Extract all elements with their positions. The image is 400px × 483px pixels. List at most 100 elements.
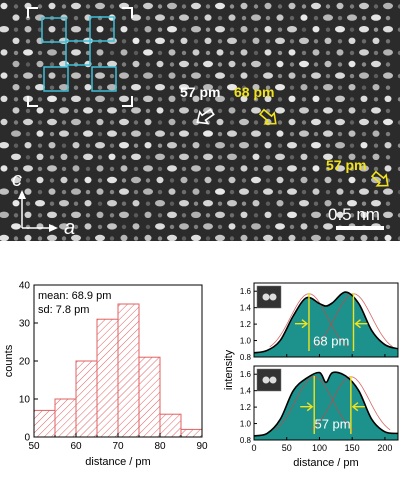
- atom-column: [179, 200, 189, 207]
- atom-column: [47, 234, 57, 242]
- atom-column: [384, 95, 392, 103]
- atom-column: [239, 118, 249, 126]
- atom-column: [275, 37, 285, 44]
- atom-column-dim: [13, 4, 19, 9]
- atom-column-dim: [241, 155, 247, 160]
- atom-column: [191, 211, 201, 218]
- atom-column-dim: [193, 39, 199, 44]
- atom-column: [72, 142, 80, 149]
- atom-column: [131, 130, 141, 137]
- atom-column-dim: [133, 27, 139, 32]
- atom-column: [24, 234, 32, 242]
- atom-column-dim: [193, 178, 199, 183]
- atom-column-dim: [277, 213, 283, 218]
- atom-column-dim: [121, 224, 127, 230]
- atom-column-dim: [229, 27, 235, 32]
- atom-column: [119, 72, 129, 79]
- atom-column: [311, 211, 321, 218]
- atom-column-dim: [289, 62, 295, 67]
- atom-column-dim: [145, 131, 151, 137]
- atom-column-dim: [397, 143, 400, 148]
- atom-column-dim: [133, 4, 139, 9]
- atom-column: [180, 176, 188, 184]
- atom-column-dim: [253, 213, 259, 218]
- atom-column: [299, 37, 309, 44]
- atom-column-dim: [85, 27, 91, 32]
- atom-column: [167, 142, 177, 149]
- atom-column-dim: [157, 27, 163, 32]
- atom-column-dim: [85, 166, 91, 172]
- atom-column-dim: [49, 62, 55, 67]
- atom-column: [251, 107, 261, 114]
- atom-column: [23, 165, 33, 172]
- atom-column: [119, 211, 129, 218]
- x-tick-label: 60: [70, 441, 82, 452]
- atom-column-dim: [217, 85, 223, 90]
- atom-column: [215, 188, 225, 195]
- y-tick-label: 1.4: [240, 304, 252, 313]
- atom-column-dim: [325, 73, 331, 79]
- atom-column: [36, 60, 44, 68]
- atom-column: [191, 165, 201, 172]
- atom-column: [120, 165, 128, 172]
- atom-column-dim: [373, 27, 379, 32]
- atom-column: [336, 49, 344, 56]
- atom-column: [335, 165, 345, 172]
- atom-column: [288, 118, 296, 126]
- atom-column: [132, 60, 140, 68]
- atom-column-dim: [157, 4, 163, 9]
- atom-column: [155, 130, 165, 137]
- y-tick-label: 40: [19, 281, 31, 292]
- atom-column: [168, 49, 176, 56]
- histogram-bar: [159, 413, 182, 438]
- atom-column-dim: [97, 85, 103, 90]
- atom-column-dim: [97, 155, 103, 160]
- atom-column: [0, 188, 9, 195]
- atom-column: [227, 130, 237, 137]
- atom-column: [108, 153, 116, 160]
- crystal-axes: c a: [12, 169, 75, 239]
- atom-column: [371, 60, 381, 68]
- atom-column-dim: [265, 85, 271, 90]
- atom-column: [204, 14, 212, 21]
- atom-column-dim: [145, 39, 151, 44]
- atom-column-dim: [205, 143, 211, 148]
- atom-column: [12, 84, 20, 91]
- atom-column-dim: [337, 85, 343, 90]
- atom-column: [383, 211, 393, 218]
- marker-arrow-right: [354, 319, 368, 329]
- atom-column-dim: [373, 73, 379, 79]
- atom-column: [372, 153, 380, 160]
- y-tick-label: 1.2: [240, 403, 252, 412]
- atom-column: [131, 107, 141, 114]
- atom-column-dim: [349, 143, 355, 148]
- atom-column-dim: [289, 201, 295, 206]
- atom-column: [107, 107, 117, 114]
- atom-column-dim: [241, 108, 247, 114]
- profile-fill: [254, 372, 398, 440]
- atom-column: [324, 60, 332, 68]
- atom-column-dim: [169, 39, 175, 44]
- atom-column-dim: [385, 62, 391, 67]
- atom-column-dim: [397, 4, 400, 9]
- atom-column-dim: [217, 201, 223, 206]
- atom-column-dim: [337, 201, 343, 206]
- atom-column-dim: [313, 131, 319, 137]
- atom-column-dim: [205, 213, 211, 218]
- atom-column: [131, 176, 141, 184]
- atom-column-dim: [169, 15, 175, 21]
- histogram-bar: [117, 303, 140, 438]
- atom-column: [312, 188, 320, 195]
- atom-column-dim: [241, 201, 247, 206]
- profile-curve: [253, 371, 399, 437]
- atom-column: [191, 72, 201, 79]
- atom-column: [276, 14, 284, 21]
- atom-column-dim: [301, 166, 307, 172]
- atom-column: [60, 176, 68, 184]
- atom-column: [383, 72, 393, 79]
- atom-column: [204, 37, 212, 44]
- atom-column-dim: [253, 166, 259, 172]
- atom-column-dim: [169, 178, 175, 183]
- atom-column-dim: [397, 97, 400, 102]
- atom-column: [335, 26, 345, 33]
